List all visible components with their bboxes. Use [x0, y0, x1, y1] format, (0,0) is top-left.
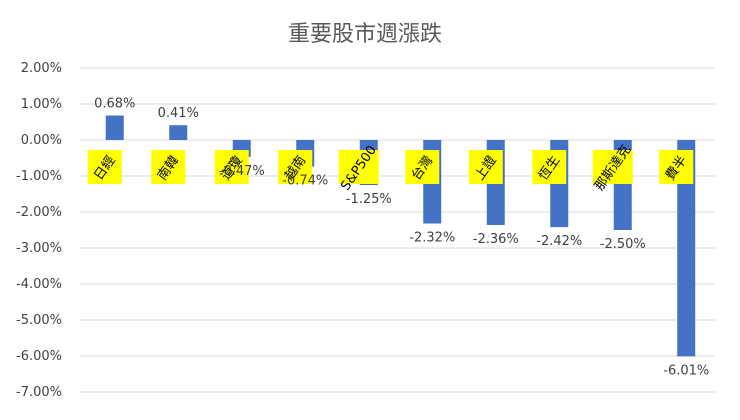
- category-label-background: [592, 150, 633, 184]
- bar-費半: [677, 140, 696, 357]
- category-label-background: [87, 150, 122, 184]
- data-label: -0.74%: [282, 174, 328, 189]
- category-label-background: [532, 150, 567, 184]
- data-label: -2.42%: [536, 234, 582, 249]
- category-label-background: [214, 150, 249, 184]
- data-label: -6.01%: [663, 363, 709, 378]
- y-tick-label: 0.00%: [21, 133, 62, 148]
- chart-title: 重要股市週漲跌: [288, 22, 442, 47]
- category-label-background: [659, 150, 694, 184]
- data-label: 0.68%: [94, 97, 135, 112]
- data-label: -2.50%: [600, 237, 646, 252]
- y-tick-label: -7.00%: [16, 385, 62, 400]
- category-label-background: [468, 150, 503, 184]
- y-tick-label: -2.00%: [16, 205, 62, 220]
- y-tick-label: 1.00%: [21, 97, 62, 112]
- y-tick-label: -3.00%: [16, 241, 62, 256]
- category-label-background: [405, 150, 440, 184]
- bar-南韓: [169, 125, 188, 140]
- category-label-background: [151, 150, 186, 184]
- y-tick-label: -5.00%: [16, 313, 62, 328]
- data-label: -0.47%: [219, 164, 265, 179]
- y-tick-label: -1.00%: [16, 169, 62, 184]
- category-label-background: [338, 150, 379, 184]
- data-label: 0.41%: [158, 106, 199, 121]
- data-label: -2.36%: [473, 232, 519, 247]
- y-tick-label: -4.00%: [16, 277, 62, 292]
- category-label-background: [278, 150, 313, 184]
- y-tick-label: 2.00%: [21, 61, 62, 76]
- bar-日經: [105, 115, 124, 140]
- data-labels: 0.68% 0.41% -0.47% -0.74% -1.25% -2.32% -2.36%…: [94, 97, 709, 379]
- y-tick-label: -6.00%: [16, 349, 62, 364]
- data-label: -2.32%: [409, 231, 455, 246]
- category-labels: 日經 南韓 道瓊 越南 S&P500 台灣 上證 恆生 那斯達克 費半: [87, 143, 694, 194]
- y-axis: 2.00% 1.00% 0.00% -1.00% -2.00% -3.00% -4.00% -…: [16, 61, 62, 400]
- data-label: -1.25%: [346, 192, 392, 207]
